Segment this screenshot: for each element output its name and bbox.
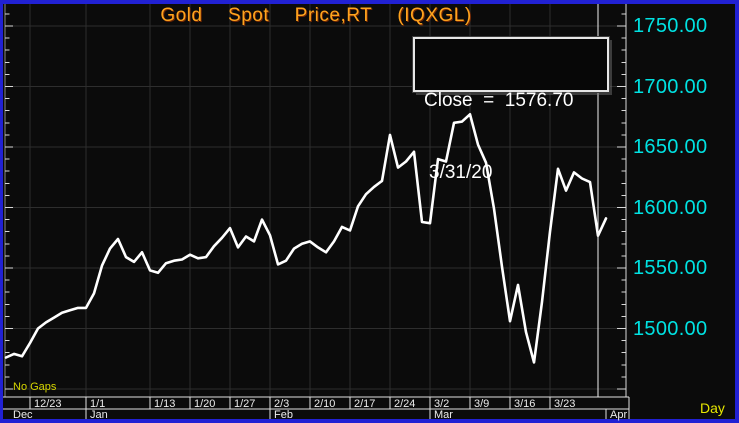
crosshair-tooltip: Close = 1576.70 3/31/20 [413,37,609,183]
x-axis-tick-label: 2/10 [314,398,336,410]
x-axis-tick-label: 3/2 [434,398,450,410]
x-axis-tick-label: 12/23 [34,398,62,410]
y-axis-label: 1500.00 [633,317,708,340]
x-axis-tick-label: 1/1 [90,398,106,410]
x-axis-tick-label: 1/27 [234,398,256,410]
x-axis-tick-label: 3/16 [514,398,536,410]
x-axis-tick-label: 1/13 [154,398,176,410]
x-axis-month-label: Dec [13,409,33,421]
y-axis-label: 1600.00 [633,196,708,219]
y-axis-label: 1750.00 [633,15,708,37]
tooltip-date: 3/31/20 [429,162,493,183]
no-gaps-indicator: No Gaps [13,381,57,393]
x-axis-tick-label: 2/24 [394,398,416,410]
x-axis-tick-label: 2/3 [274,398,290,410]
chart-title: Gold Spot Price,RT (IQXGL) [160,5,472,26]
y-axis-label: 1700.00 [633,75,708,98]
x-axis-tick-label: 3/9 [474,398,490,410]
interval-label: Day [700,400,725,416]
x-axis-tick-label: 1/20 [194,398,216,410]
price-line [4,113,608,364]
x-axis-tick-label: 2/17 [354,398,376,410]
x-axis-month-label: Feb [274,409,293,421]
x-axis-month-label: Jan [90,409,108,421]
x-axis-tick-label: 3/23 [554,398,576,410]
x-axis-month-label: Apr [610,409,628,421]
tooltip-close-value: Close = 1576.70 [424,90,574,111]
y-axis-label: 1550.00 [633,257,708,279]
x-axis-month-label: Mar [434,409,453,421]
y-axis-label: 1650.00 [633,136,708,158]
